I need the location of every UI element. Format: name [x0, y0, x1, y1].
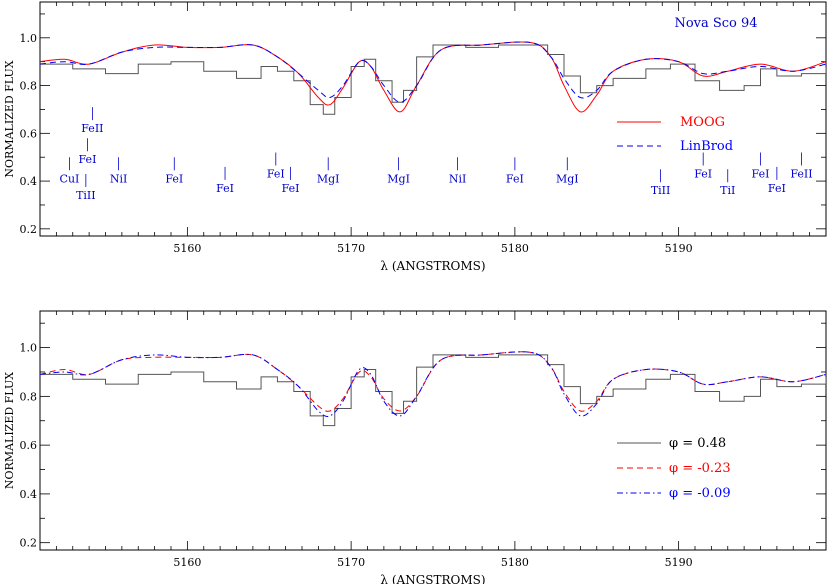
- series-line-1: [40, 44, 826, 115]
- x-tick-label: 5190: [665, 242, 693, 255]
- line-id-label: TiII: [76, 189, 96, 202]
- x-tick-label: 5160: [173, 242, 201, 255]
- legend-label: LinBrod: [680, 139, 733, 154]
- line-id-label: TiII: [651, 184, 671, 197]
- y-tick-label: 0.2: [20, 537, 38, 550]
- line-id-label: FeI: [752, 168, 770, 181]
- x-axis-label: λ (ANGSTROMS): [380, 259, 485, 273]
- legend-label: φ = 0.48: [669, 436, 726, 451]
- plot-frame: [39, 310, 827, 551]
- y-tick-label: 1.0: [20, 32, 38, 45]
- x-tick-label: 5160: [173, 556, 201, 569]
- series-line-1: [40, 354, 826, 427]
- line-id-label: MgI: [556, 172, 579, 185]
- x-tick-label: 5180: [501, 242, 529, 255]
- legend-label: φ = -0.23: [669, 461, 731, 476]
- line-id-label: MgI: [387, 172, 410, 185]
- line-id-label: FeII: [81, 122, 103, 135]
- legend-label: MOOG: [680, 115, 725, 130]
- legend: φ = 0.48 φ = -0.23 φ = -0.09: [617, 436, 731, 501]
- y-tick-label: 0.8: [20, 390, 38, 403]
- line-id-label: FeI: [506, 172, 524, 185]
- x-axis-label: λ (ANGSTROMS): [380, 573, 485, 584]
- line-id-label: NiI: [110, 172, 128, 185]
- line-id-label: FeI: [694, 168, 712, 181]
- line-id-label: FeI: [267, 168, 285, 181]
- line-id-label: CuI: [60, 172, 80, 185]
- y-tick-label: 0.4: [20, 175, 38, 188]
- y-tick-label: 1.0: [20, 342, 38, 355]
- y-tick-label: 0.6: [20, 439, 38, 452]
- y-axis-label: NORMALIZED FLUX: [3, 60, 16, 177]
- y-tick-label: 0.8: [20, 80, 38, 93]
- y-tick-label: 0.4: [20, 488, 38, 501]
- y-tick-label: 0.2: [20, 223, 38, 236]
- series-group: [40, 41, 826, 115]
- line-id-label: FeII: [790, 168, 812, 181]
- x-tick-label: 5170: [337, 556, 365, 569]
- legend: MOOG LinBrod: [617, 115, 733, 154]
- chart-title: Nova Sco 94: [674, 16, 757, 31]
- line-id-label: NiI: [449, 172, 467, 185]
- series-group: [40, 351, 826, 427]
- series-line-2: [40, 351, 826, 412]
- series-line-3: [40, 41, 826, 103]
- line-id-label: FeI: [165, 172, 183, 185]
- line-id-label: FeI: [216, 182, 234, 195]
- line-id-label: FeI: [282, 182, 300, 195]
- line-id-label: TiI: [720, 184, 735, 197]
- x-tick-label: 5170: [337, 242, 365, 255]
- y-tick-label: 0.6: [20, 127, 38, 140]
- series-line-3: [40, 351, 826, 417]
- x-tick-label: 5180: [501, 556, 529, 569]
- line-id-label: MgI: [317, 172, 340, 185]
- panel-1: 5160 5170 5180 5190 0.2 0.4 0.6 0.8 1.0 λ (ANGSTR…: [3, 1, 827, 273]
- x-tick-label: 5190: [665, 556, 693, 569]
- y-axis-label: NORMALIZED FLUX: [3, 372, 16, 489]
- line-id-label: FeI: [79, 153, 97, 166]
- panel-2: 5160 5170 5180 5190 0.2 0.4 0.6 0.8 1.0 λ (ANGSTR…: [3, 310, 827, 584]
- legend-label: φ = -0.09: [669, 486, 731, 501]
- line-id-label: FeI: [768, 182, 786, 195]
